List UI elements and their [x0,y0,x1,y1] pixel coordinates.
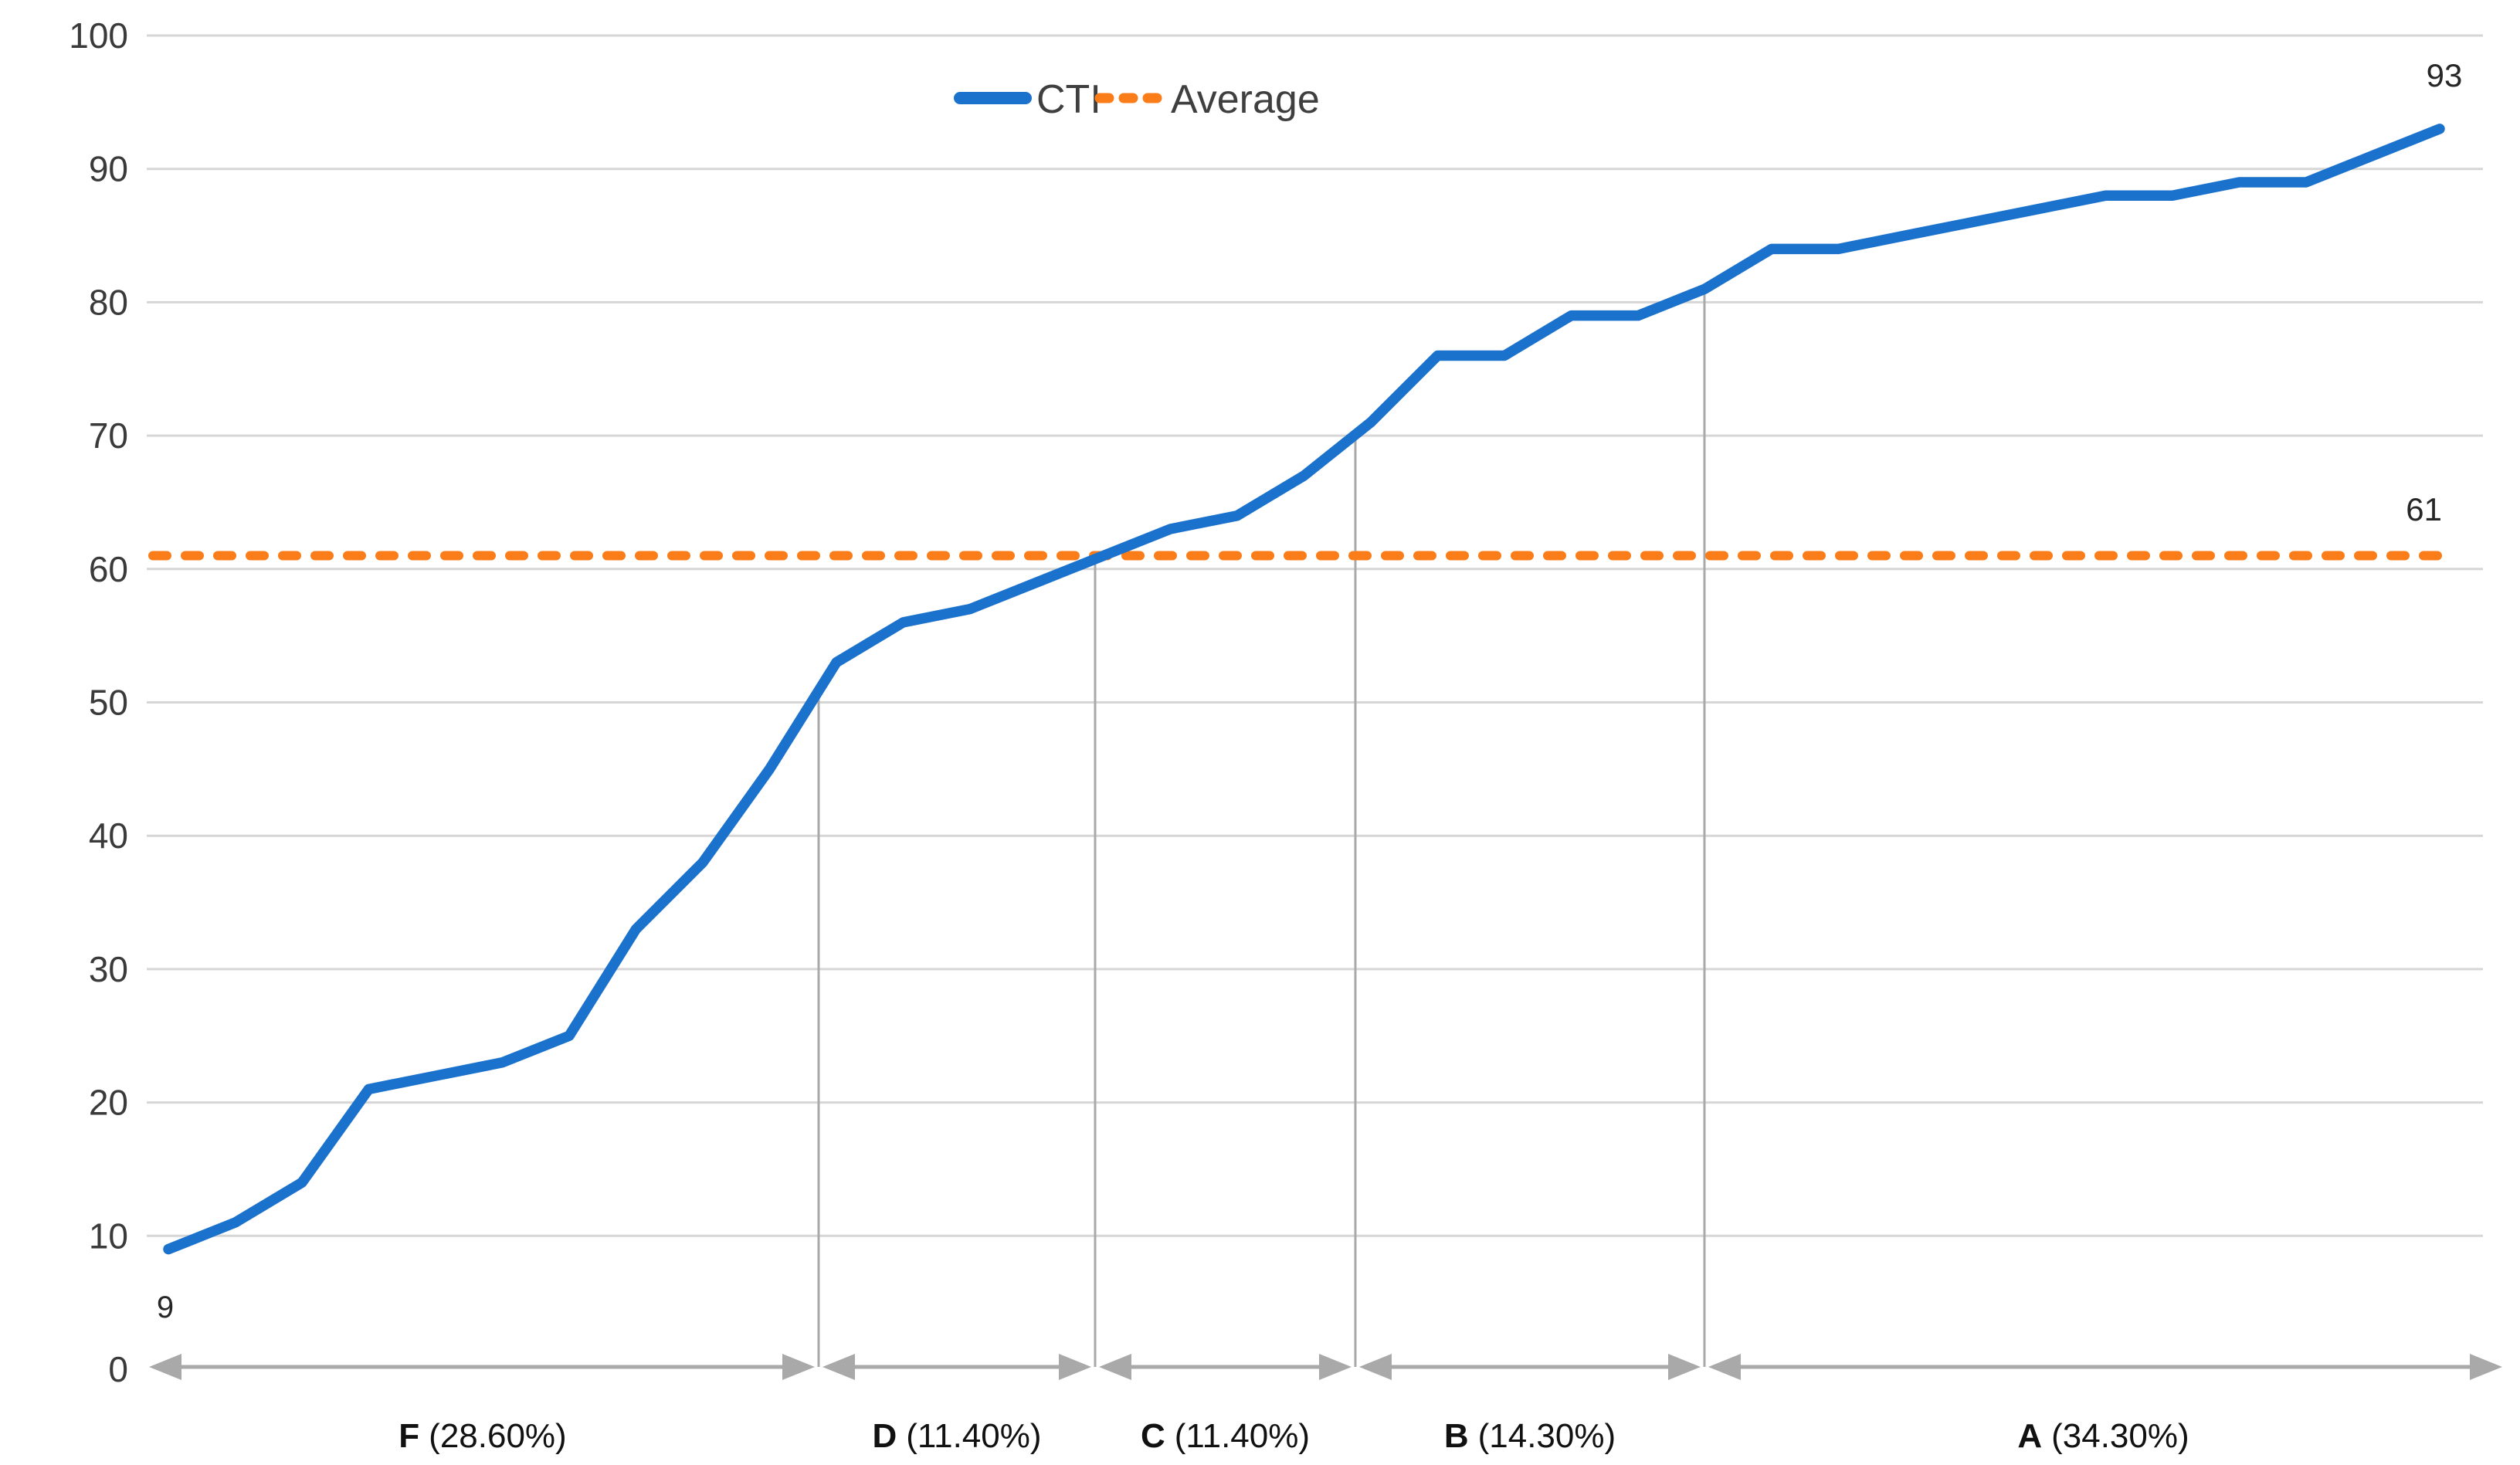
y-axis-tick-label: 100 [69,15,128,56]
grade-letter: A [2017,1417,2042,1455]
y-axis-tick-label: 90 [89,149,128,189]
grade-region-label: F (28.60%) [399,1417,566,1455]
axis-arrowhead-icon [1708,1354,1741,1380]
grade-letter: B [1444,1417,1469,1455]
axis-arrowhead-icon [149,1354,181,1380]
grade-region-label: B (14.30%) [1444,1417,1616,1455]
y-axis-tick-label: 30 [89,949,128,989]
grade-percentage: (34.30%) [2051,1417,2189,1455]
average-value-label: 61 [2406,491,2442,527]
grade-percentage: (11.40%) [1175,1417,1310,1455]
grade-percentage: (28.60%) [429,1417,567,1455]
first-point-label: 9 [157,1290,174,1324]
y-axis-tick-label: 10 [89,1216,128,1256]
y-axis-tick-label: 20 [89,1083,128,1123]
y-axis-tick-label: 0 [108,1349,128,1389]
grade-percentage: (14.30%) [1478,1417,1616,1455]
y-axis-tick-label: 80 [89,282,128,322]
legend-cti-label: CTI [1036,77,1101,122]
y-axis-tick-label: 50 [89,683,128,723]
axis-arrowhead-icon [1319,1354,1352,1380]
grade-region-label: A (34.30%) [2017,1417,2189,1455]
axis-arrowhead-icon [1099,1354,1131,1380]
grade-letter: F [399,1417,419,1455]
axis-arrowhead-icon [782,1354,815,1380]
grade-letter: C [1141,1417,1165,1455]
axis-arrowhead-icon [822,1354,855,1380]
grade-region-label: C (11.40%) [1141,1417,1310,1455]
grade-region-label: D (11.40%) [872,1417,1041,1455]
grade-letter: D [872,1417,897,1455]
y-axis-tick-label: 70 [89,415,128,456]
axis-arrowhead-icon [2470,1354,2502,1380]
axis-arrowhead-icon [1359,1354,1392,1380]
axis-arrowhead-icon [1059,1354,1091,1380]
grade-percentage: (11.40%) [906,1417,1041,1455]
cti-series-line [163,124,2445,1255]
last-point-label: 93 [2427,57,2463,93]
legend-average-label: Average [1171,77,1320,122]
y-axis-tick-label: 60 [89,549,128,589]
y-axis-tick-label: 40 [89,816,128,856]
axis-arrowhead-icon [1668,1354,1701,1380]
